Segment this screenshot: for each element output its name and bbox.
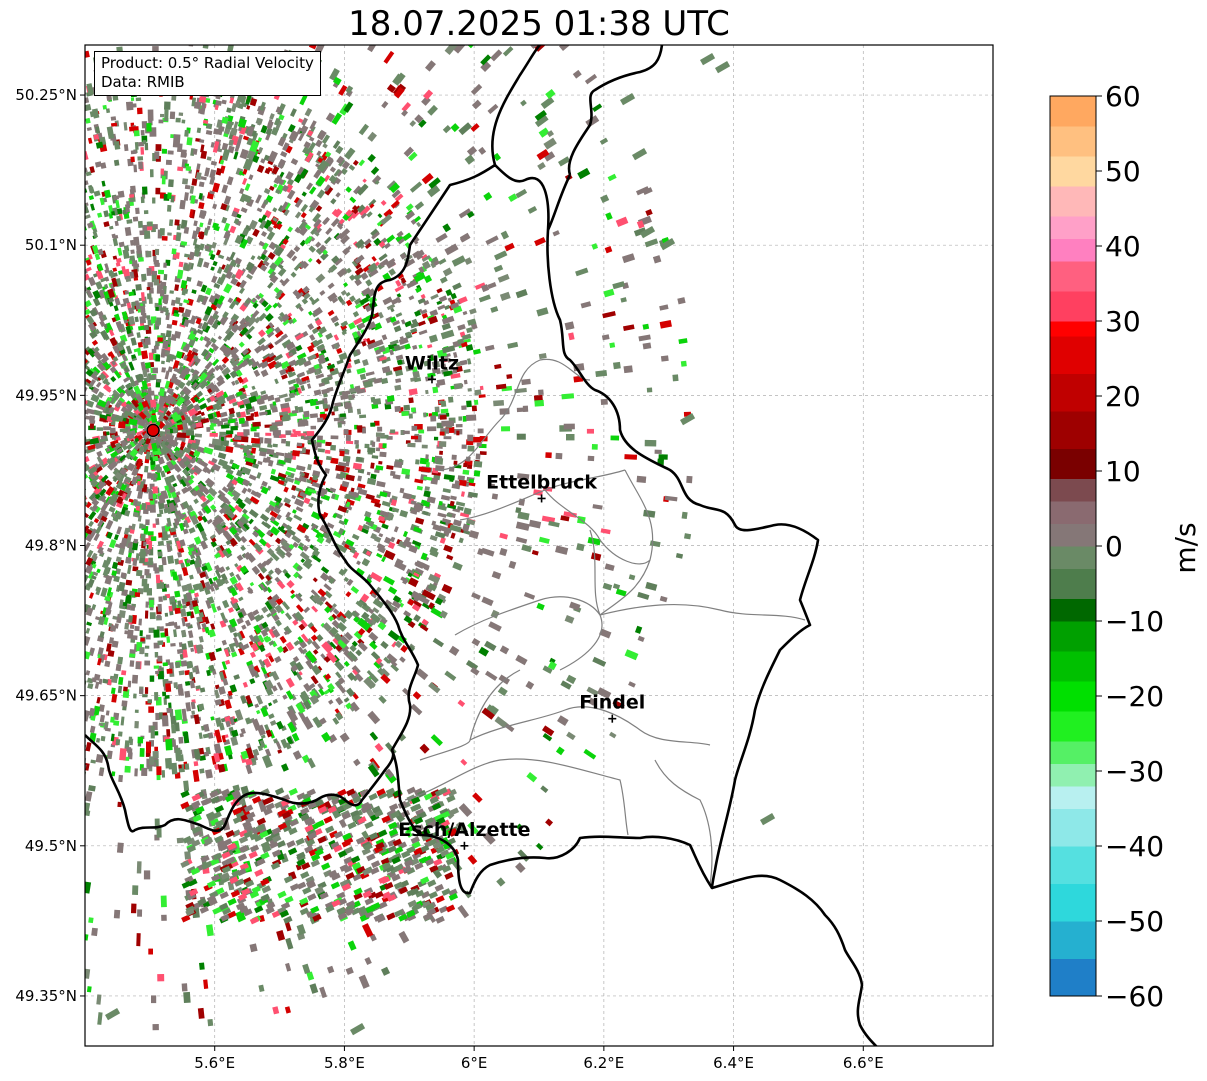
lat-tick-label: 49.95°N [15,386,77,404]
colorbar-segment [1050,261,1096,292]
colorbar-tick-label: −60 [1105,980,1164,1013]
colorbar-segment [1050,808,1096,847]
city-label: Wiltz [405,352,459,374]
colorbar-tick-label: 20 [1105,380,1141,413]
canton-border-capellen [419,669,521,761]
colorbar-label: m/s [1169,522,1202,573]
colorbar-segment [1050,156,1096,187]
colorbar-segment [1050,291,1096,322]
canton-border-grevenmacher [599,469,654,616]
city-markers: Wiltz Ettelbruck Findel Esch/Alzette [398,352,645,850]
lat-tick-label: 50.1°N [25,236,77,254]
colorbar-tick-label: 10 [1105,455,1141,488]
colorbar-segment [1050,651,1096,682]
germany-france-border [711,874,878,1046]
lon-tick-label: 6°E [461,1054,488,1072]
colorbar-segment [1050,96,1096,127]
canton-border-east [599,603,806,621]
colorbar-tick-label: 0 [1105,530,1123,563]
lat-tick-label: 49.65°N [15,687,77,705]
colorbar-segment [1050,741,1096,764]
colorbar-segment [1050,711,1096,742]
colorbar-segment [1050,238,1096,262]
colorbar-tick-label: 60 [1105,80,1141,113]
colorbar-segment [1050,411,1096,449]
colorbar-segment [1050,373,1096,412]
radar-site-dot [146,423,160,438]
colorbar-segment [1050,883,1096,922]
lat-tick-label: 49.8°N [25,537,77,555]
product-label: Product: 0.5° Radial Velocity [101,54,314,72]
canton-border-ettelbruck [544,489,651,565]
colorbar-segment [1050,126,1096,157]
canton-border-central [454,596,601,636]
colorbar-segment [1050,546,1096,569]
colorbar-tick-label: 50 [1105,155,1141,188]
colorbar-tick-label: −50 [1105,905,1164,938]
data-source-label: Data: RMIB [101,73,185,91]
colorbar-tick-label: 40 [1105,230,1141,263]
city-label: Esch/Alzette [398,819,530,841]
lon-tick-label: 6.4°E [713,1054,754,1072]
colorbar-tick-label: −30 [1105,755,1164,788]
colorbar-segment [1050,186,1096,217]
colorbar-tick-label: −40 [1105,830,1164,863]
colorbar-segment [1050,786,1096,809]
radar-echoes [85,45,776,1036]
lon-tick-label: 5.8°E [324,1054,365,1072]
colorbar-segment [1050,523,1096,547]
city-marker: Findel [579,692,645,723]
colorbar-segment [1050,846,1096,884]
lat-tick-label: 49.35°N [15,987,77,1005]
colorbar-segment [1050,448,1096,479]
map-axes: 5.6°E 5.8°E 6°E 6.2°E 6.4°E 6.6°E 50.25°N 50.1°… [15,86,883,1072]
colorbar-segment [1050,763,1096,787]
colorbar-segment [1050,321,1096,337]
canton-border-remich [654,759,713,886]
colorbar-segment [1050,336,1096,374]
colorbar: 60 50 40 30 20 10 0 −10 −20 −30 −40 −50 −60 [1049,80,1164,1013]
colorbar-segment [1050,598,1096,622]
colorbar-tick-label: 30 [1105,305,1141,338]
belgium-france-border [85,734,395,833]
city-label: Ettelbruck [486,471,597,493]
colorbar-segment [1050,568,1096,599]
city-marker: Wiltz [405,352,459,384]
canton-border-south [404,758,629,836]
city-marker: Ettelbruck [486,471,597,503]
map-title: 18.07.2025 01:38 UTC [348,4,730,44]
lon-tick-label: 6.2°E [583,1054,624,1072]
luxembourg-border [310,163,820,895]
colorbar-segment [1050,681,1096,712]
lon-tick-label: 6.6°E [843,1054,884,1072]
canton-border-north [439,358,591,471]
colorbar-tick-label: −20 [1105,680,1164,713]
colorbar-segment [1050,501,1096,524]
colorbar-tick-label: −10 [1105,605,1164,638]
colorbar-segment [1050,216,1096,239]
lat-tick-label: 49.5°N [25,837,77,855]
city-marker: Esch/Alzette [398,819,531,850]
country-borders [85,45,878,1046]
colorbar-segment [1050,621,1096,652]
lon-tick-label: 5.6°E [194,1054,235,1072]
product-info-box: Product: 0.5° Radial Velocity Data: RMIB [94,51,321,96]
canton-borders [404,358,806,886]
colorbar-segment [1050,478,1096,502]
canton-border-luxembourg [469,706,711,746]
colorbar-segment [1050,958,1096,997]
lat-tick-label: 50.25°N [15,86,77,104]
belgium-germany-border [491,45,664,231]
radar-site-marker [146,423,160,438]
colorbar-segment [1050,921,1096,959]
city-label: Findel [579,692,645,714]
